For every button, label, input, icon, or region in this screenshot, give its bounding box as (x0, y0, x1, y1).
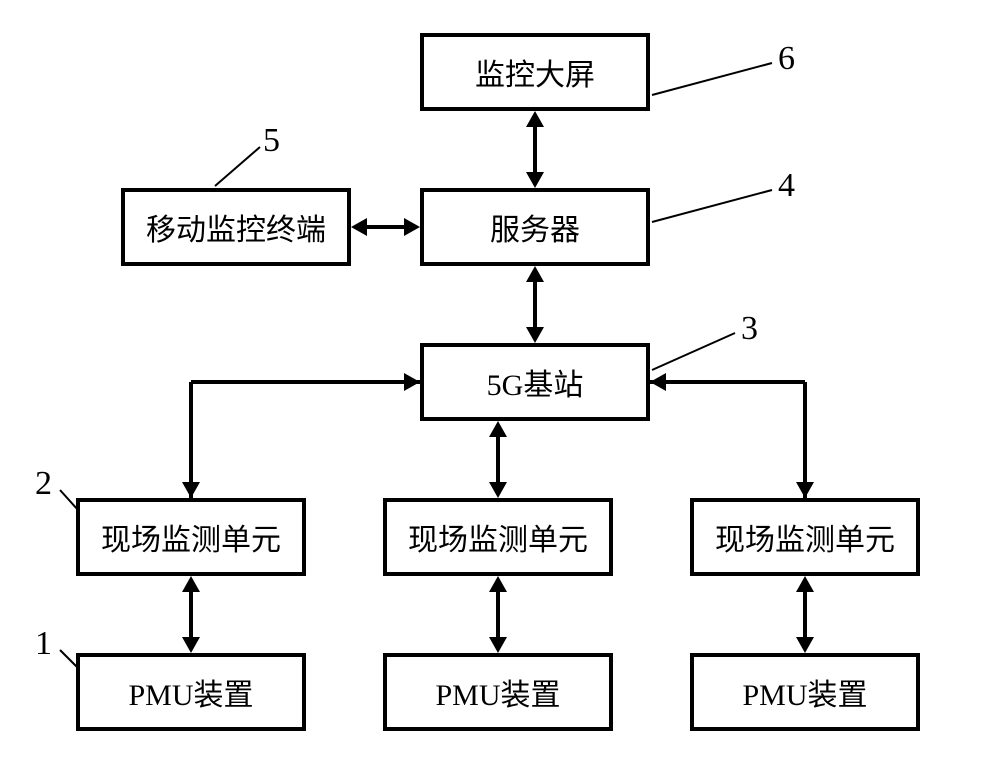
node-pmu-b: PMU装置 (383, 653, 613, 731)
node-5g-base-station: 5G基站 (420, 343, 650, 421)
callout-label-2: 2 (35, 465, 52, 503)
node-pmu-c: PMU装置 (690, 653, 920, 731)
node-monitor-screen: 监控大屏 (420, 33, 650, 111)
node-label: 监控大屏 (475, 50, 595, 94)
callout-label-4: 4 (778, 167, 795, 205)
node-label: 移动监控终端 (146, 205, 326, 249)
node-label: 现场监测单元 (408, 515, 588, 559)
callout-label-5: 5 (263, 122, 280, 160)
node-field-unit-a: 现场监测单元 (76, 498, 306, 576)
node-label: 现场监测单元 (715, 515, 895, 559)
node-label: PMU装置 (128, 670, 253, 714)
node-field-unit-b: 现场监测单元 (383, 498, 613, 576)
callout-label-3: 3 (741, 310, 758, 348)
callout-label-6: 6 (778, 40, 795, 78)
node-mobile-terminal: 移动监控终端 (121, 188, 351, 266)
callout-label-1: 1 (35, 625, 52, 663)
node-label: 5G基站 (487, 360, 584, 404)
node-label: PMU装置 (435, 670, 560, 714)
node-pmu-a: PMU装置 (76, 653, 306, 731)
node-server: 服务器 (420, 188, 650, 266)
node-field-unit-c: 现场监测单元 (690, 498, 920, 576)
node-label: PMU装置 (742, 670, 867, 714)
node-label: 服务器 (490, 205, 580, 249)
node-label: 现场监测单元 (101, 515, 281, 559)
